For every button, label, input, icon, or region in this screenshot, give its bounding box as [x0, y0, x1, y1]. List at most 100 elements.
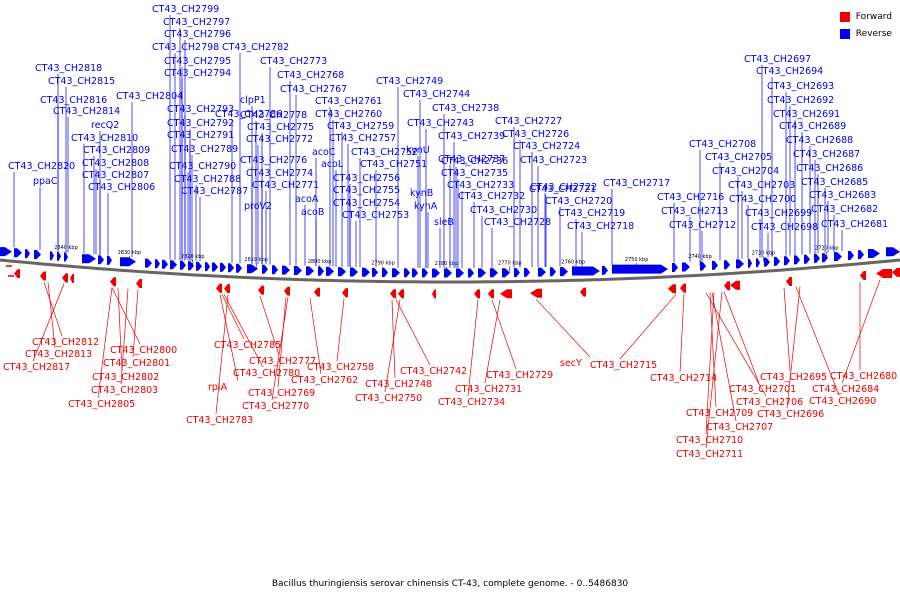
- gene-arrow: [64, 252, 68, 262]
- forward-gene-label: CT43_CH2785: [214, 340, 281, 351]
- forward-gene-label: CT43_CH2706: [736, 397, 803, 408]
- forward-gene-label: secY: [560, 358, 582, 369]
- reverse-gene-label: CT43_CH2744: [403, 89, 470, 100]
- gene-arrow: [822, 253, 828, 263]
- gene-arrow: [392, 268, 400, 278]
- reverse-gene-label: CT43_CH2708: [689, 139, 756, 150]
- tick-label: 2830 kbp: [118, 250, 142, 256]
- forward-leader-line: [219, 294, 239, 382]
- forward-gene-label: rpiA: [208, 382, 228, 393]
- forward-leader-line: [384, 299, 401, 393]
- forward-leader-line: [120, 288, 129, 385]
- gene-layer: [0, 247, 900, 299]
- forward-gene-label: CT43_CH2783: [186, 415, 253, 426]
- gene-arrow: [107, 255, 112, 265]
- reverse-gene-label: CT43_CH2799: [152, 4, 219, 15]
- gene-arrow: [25, 249, 30, 259]
- reverse-gene-label: acoL: [321, 159, 344, 170]
- gene-arrow: [848, 251, 854, 260]
- tick-label: 2750 kbp: [625, 257, 649, 263]
- forward-leader-line: [395, 299, 431, 366]
- reverse-gene-label: kynA: [414, 201, 438, 212]
- reverse-gene-label: CT43_CH2749: [376, 76, 443, 87]
- gene-arrow: [155, 259, 160, 269]
- reverse-gene-label: CT43_CH2736: [441, 156, 508, 167]
- reverse-gene-label: CT43_CH2759: [327, 121, 394, 132]
- reverse-gene-label: CT43_CH2787: [181, 186, 248, 197]
- gene-arrow: [580, 287, 586, 297]
- reverse-swatch: [839, 28, 850, 39]
- gene-arrow: [432, 268, 440, 278]
- reverse-gene-label: CT43_CH2804: [116, 91, 183, 102]
- forward-leader-line: [277, 297, 287, 388]
- reverse-gene-label: CT43_CH2809: [83, 145, 150, 156]
- gene-arrow: [756, 258, 760, 268]
- gene-arrow: [326, 266, 334, 276]
- gene-arrow: [196, 261, 202, 271]
- reverse-gene-label: CT43_CH2723: [520, 155, 587, 166]
- reverse-gene-label: CT43_CH2682: [811, 204, 878, 215]
- forward-gene-label: CT43_CH2762: [291, 375, 358, 386]
- reverse-gene-label: CT43_CH2718: [567, 221, 634, 232]
- gene-arrow: [682, 262, 690, 272]
- tick-label: 2760 kbp: [561, 259, 585, 265]
- gene-arrow: [372, 267, 378, 277]
- gene-arrow: [814, 253, 820, 263]
- reverse-gene-label: CT43_CH2756: [333, 173, 400, 184]
- forward-leader-line: [619, 294, 677, 360]
- forward-gene-label: CT43_CH2695: [760, 372, 827, 383]
- reverse-gene-label: CT43_CH2755: [333, 185, 400, 196]
- forward-gene-label: CT43_CH2801: [103, 358, 170, 369]
- gene-arrow: [456, 268, 464, 278]
- reverse-gene-label: CT43_CH2798: [152, 42, 219, 53]
- gene-arrow: [338, 267, 346, 277]
- reverse-gene-label: CT43_CH2724: [513, 141, 580, 152]
- reverse-gene-label: CT43_CH2717: [603, 178, 670, 189]
- reverse-gene-label: CT43_CH2751: [360, 159, 427, 170]
- reverse-gene-label: sleB: [434, 217, 454, 228]
- gene-arrow: [180, 260, 186, 270]
- reverse-gene-label: CT43_CH2735: [441, 168, 508, 179]
- gene-arrow: [468, 268, 474, 278]
- reverse-gene-label: CT43_CH2739: [438, 131, 505, 142]
- gene-arrow: [162, 259, 168, 269]
- gene-arrow: [314, 287, 320, 297]
- reverse-gene-label: CT43_CH2737: [438, 154, 505, 165]
- reverse-gene-label: proV2: [244, 201, 272, 212]
- tick-label: 2720 kbp: [815, 246, 839, 252]
- reverse-gene-label: CT43_CH2752: [351, 147, 418, 158]
- gene-arrow: [748, 258, 752, 268]
- reverse-gene-label: CT43_CH2700: [729, 194, 796, 205]
- forward-leader-line: [97, 287, 113, 399]
- forward-leader-line: [467, 299, 479, 397]
- reverse-gene-label: CT43_CH2697: [744, 54, 811, 65]
- forward-leader-line: [259, 295, 280, 356]
- forward-gene-label: CT43_CH2813: [25, 349, 92, 360]
- forward-gene-label: CT43_CH2709: [686, 408, 753, 419]
- gene-arrow: [474, 289, 480, 299]
- reverse-gene-label: CT43_CH2794: [164, 68, 231, 79]
- reverse-gene-label: CT43_CH2760: [315, 109, 382, 120]
- reverse-gene-label: CT43_CH2806: [88, 182, 155, 193]
- forward-gene-label: CT43_CH2707: [706, 422, 773, 433]
- axis-layer: [0, 258, 900, 284]
- forward-gene-label: CT43_CH2805: [68, 399, 135, 410]
- reverse-gene-label: CT43_CH2689: [779, 121, 846, 132]
- gene-arrow: [736, 259, 744, 269]
- reverse-gene-label: CT43_CH2730: [470, 205, 537, 216]
- tick-label: 2790 kbp: [371, 261, 395, 267]
- gene-arrow: [188, 261, 194, 271]
- forward-gene-label: CT43_CH2729: [486, 370, 553, 381]
- forward-leader-line: [795, 286, 840, 396]
- reverse-gene-label: CT43_CH2686: [796, 163, 863, 174]
- gene-arrow: [14, 269, 20, 279]
- forward-leader-line: [535, 298, 591, 358]
- gene-arrow: [432, 289, 436, 299]
- gene-arrow: [858, 250, 864, 260]
- gene-arrow: [502, 268, 510, 278]
- gene-arrow: [205, 262, 210, 272]
- gene-arrow: [236, 263, 242, 273]
- gene-arrow: [262, 264, 268, 274]
- reverse-gene-label: CT43_CH2808: [82, 158, 149, 169]
